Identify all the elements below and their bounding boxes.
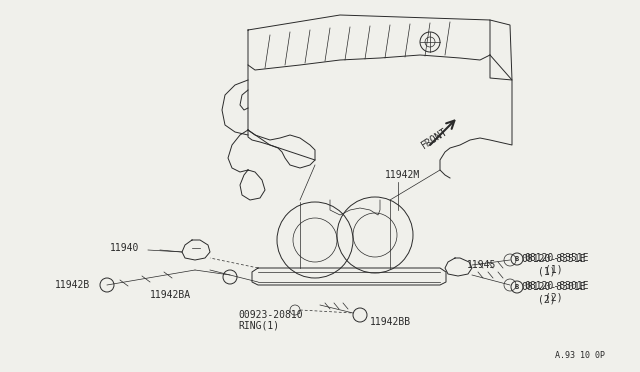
Text: 11942B: 11942B (55, 280, 90, 290)
Text: 11942BB: 11942BB (370, 317, 411, 327)
Text: 11942M: 11942M (385, 170, 420, 180)
Text: 11945: 11945 (467, 260, 497, 270)
Text: 08120-8351E: 08120-8351E (524, 253, 589, 263)
Text: 11942BA: 11942BA (150, 290, 191, 300)
Text: RING(1): RING(1) (238, 321, 279, 331)
Text: B: B (515, 256, 519, 262)
Text: (2): (2) (545, 293, 563, 303)
Text: (2): (2) (538, 294, 556, 304)
Text: 08120-8351E: 08120-8351E (521, 254, 586, 264)
Text: B: B (515, 284, 519, 290)
Text: 00923-20810: 00923-20810 (238, 310, 303, 320)
Text: 08120-8301E: 08120-8301E (521, 282, 586, 292)
Text: (1): (1) (538, 266, 556, 276)
Text: 11940: 11940 (110, 243, 140, 253)
Text: (1): (1) (545, 265, 563, 275)
Text: 08120-8301E: 08120-8301E (524, 281, 589, 291)
Text: A.93 10 0P: A.93 10 0P (555, 350, 605, 359)
Text: FRONT: FRONT (420, 126, 450, 150)
